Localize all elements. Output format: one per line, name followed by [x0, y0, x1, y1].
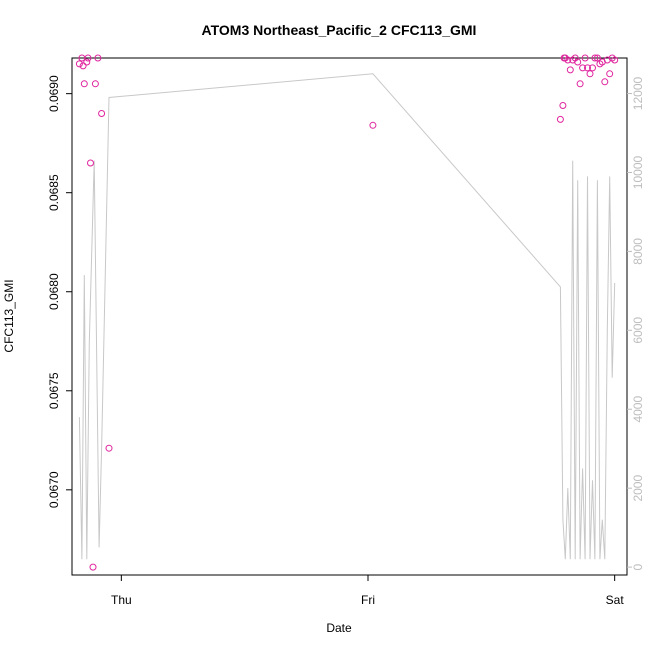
- data-point: [576, 80, 584, 88]
- altitude-series-line: [78, 73, 616, 560]
- x-tick-label: Sat: [606, 593, 625, 607]
- y-axis-right: 0 2000 4000 6000 8000 10000 12000: [627, 76, 645, 570]
- points-layer: [75, 54, 619, 571]
- y2-tick-label: 6000: [631, 317, 645, 344]
- data-point: [564, 56, 572, 64]
- x-axis-label: Date: [326, 621, 352, 635]
- data-point: [589, 64, 596, 72]
- x-tick-label: Fri: [361, 593, 375, 607]
- data-point: [611, 56, 619, 64]
- plot-frame: [71, 57, 628, 576]
- data-point: [369, 121, 377, 129]
- altitude-line-layer: [78, 73, 616, 560]
- data-point: [98, 110, 106, 117]
- data-point: [586, 70, 594, 78]
- y-tick-label: 0.0675: [47, 372, 61, 409]
- data-point: [566, 66, 574, 74]
- data-point: [556, 115, 564, 123]
- data-point: [94, 54, 102, 62]
- data-point: [606, 70, 614, 78]
- y-axis-label: CFC113_GMI: [2, 279, 16, 352]
- y-tick-label: 0.0680: [47, 273, 61, 310]
- data-point: [601, 78, 609, 86]
- y-axis-left: 0.0670 0.0675 0.0680 0.0685 0.0690: [47, 75, 72, 508]
- data-point: [91, 80, 99, 88]
- y2-tick-label: 12000: [631, 76, 645, 110]
- x-axis: Thu Fri Sat: [111, 575, 624, 607]
- data-point: [574, 58, 582, 66]
- data-point: [105, 444, 113, 452]
- y2-tick-label: 0: [631, 563, 645, 570]
- data-point: [593, 54, 601, 62]
- data-point: [559, 102, 567, 109]
- data-point: [79, 62, 87, 70]
- data-point: [579, 64, 587, 72]
- data-point: [87, 159, 94, 167]
- y2-tick-label: 4000: [631, 396, 645, 423]
- y-tick-label: 0.0690: [47, 75, 61, 112]
- data-point: [584, 64, 591, 72]
- data-point: [591, 54, 599, 62]
- data-point: [89, 563, 97, 571]
- y-tick-label: 0.0685: [47, 174, 61, 211]
- x-tick-label: Thu: [111, 593, 132, 607]
- chart-title: ATOM3 Northeast_Pacific_2 CFC113_GMI: [202, 22, 477, 38]
- data-point: [84, 54, 92, 62]
- y2-tick-label: 2000: [631, 475, 645, 502]
- y2-tick-label: 8000: [631, 238, 645, 265]
- data-point: [80, 80, 88, 88]
- y-tick-label: 0.0670: [47, 471, 61, 508]
- data-point: [83, 58, 91, 66]
- data-point: [75, 60, 83, 68]
- y2-tick-label: 10000: [631, 155, 645, 189]
- data-point: [581, 54, 589, 62]
